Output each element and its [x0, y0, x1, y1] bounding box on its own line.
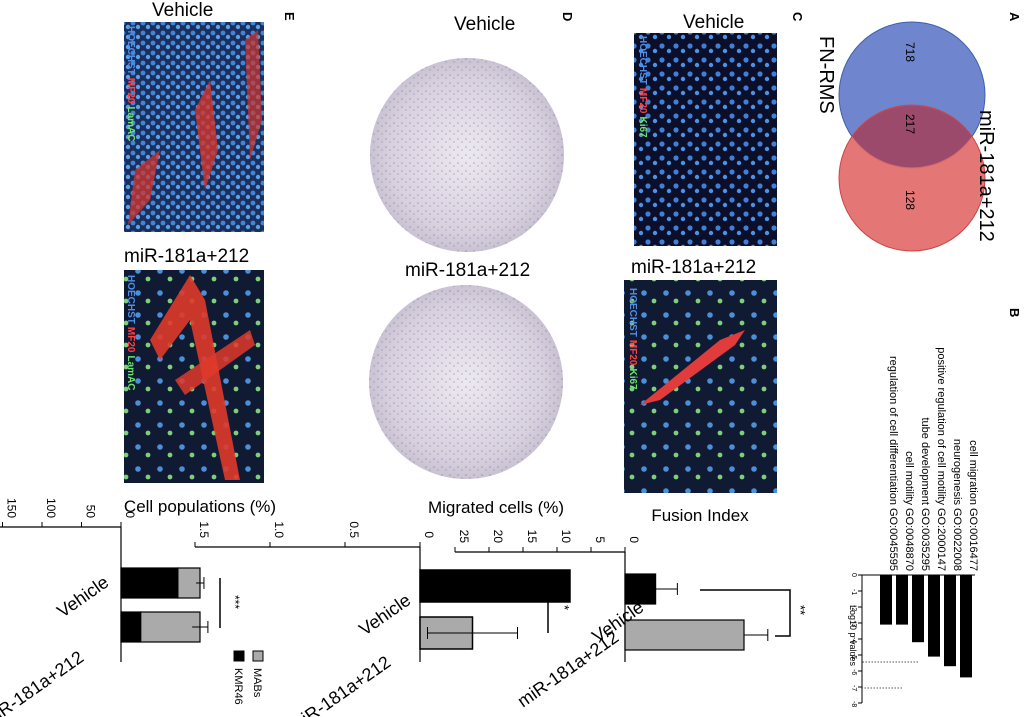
bar: [624, 619, 745, 651]
tick-label: 0: [422, 531, 436, 538]
go-term-label: cell migration GO:0016477: [967, 440, 979, 571]
c-vehicle-title: Vehicle: [683, 12, 744, 33]
go-tick-label: -5: [850, 653, 857, 659]
go-term-label: positive regulation of cell motility GO:…: [935, 347, 947, 571]
e-vehicle-myotube-3: [245, 30, 262, 160]
go-tick-label: -4: [850, 637, 857, 643]
venn-count-fn: 718: [903, 42, 917, 62]
category-label: miR-181a+212: [514, 627, 623, 711]
e-vehicle-title: Vehicle: [152, 0, 213, 21]
venn-count-mir: 128: [903, 190, 917, 210]
significance-bracket: [700, 589, 791, 637]
tick-label: 15: [525, 530, 539, 544]
stacked-bar-segment: [120, 611, 142, 643]
svg-text:HOECHSTMF20Ki67: HOECHSTMF20Ki67: [637, 36, 648, 138]
tick-label: 20: [491, 530, 505, 544]
c-mir-myotube: [640, 330, 745, 405]
tick-label: 5: [593, 536, 607, 543]
svg-text:HOECHSTMF20Ki67: HOECHSTMF20Ki67: [627, 288, 638, 390]
c-mir-stain-label: HOECHSTMF20Ki67: [627, 288, 638, 390]
chart-title: Cell populations (%): [124, 497, 276, 516]
go-tick-label: -7: [850, 685, 857, 691]
go-bar: [912, 575, 924, 643]
tick-label: 1.5: [197, 521, 211, 538]
venn-diagram: 718 217 128 FN-RMS miR-181a+212: [815, 21, 997, 252]
chart-title: Migrated cells (%): [428, 498, 564, 517]
d-mir-title: miR-181a+212: [405, 260, 530, 281]
e-mir-stain-label: HOECHSTMF20LamAC: [125, 275, 136, 390]
go-bar: [928, 575, 940, 657]
e-vehicle-myotube-2: [128, 150, 160, 225]
e-vehicle-myotube-1: [195, 80, 218, 190]
go-bar: [880, 575, 892, 625]
panel-letter-d: D: [560, 12, 575, 21]
go-bar: [896, 575, 908, 625]
go-tick-label: 0: [850, 573, 857, 577]
tick-label: 0: [627, 536, 641, 543]
e-vehicle-stain-label: HOECHSTMF20LamAC: [125, 26, 136, 141]
category-label: Vehicle: [53, 572, 112, 622]
legend-swatch: [252, 650, 264, 662]
svg-text:HOECHSTMF20LamAC: HOECHSTMF20LamAC: [125, 26, 136, 141]
go-tick-label: -8: [850, 701, 857, 707]
category-label: miR-181a+212: [286, 652, 395, 717]
go-term-label: regulation of cell differentiation GO:00…: [887, 356, 899, 571]
tick-label: 10: [559, 530, 573, 544]
tick-label: 0.5: [347, 521, 361, 538]
chart-title: Fusion Index: [651, 506, 749, 525]
go-term-label: cell motility GO:0048870: [903, 451, 915, 571]
panel-letter-b: B: [1007, 308, 1022, 317]
tick-label: 50: [84, 505, 98, 519]
e-mir-myotube-2: [175, 330, 255, 395]
c-vehicle-image: [634, 33, 777, 246]
stacked-bar-segment: [140, 611, 201, 643]
go-term-label: tube development GO:0035295: [919, 417, 931, 571]
stacked-bar-segment: [120, 567, 179, 599]
category-label: miR-181a+212: [0, 647, 87, 717]
go-axis-label: Log10 p values: [848, 605, 858, 667]
c-vehicle-stain-label: HOECHSTMF20Ki67: [637, 36, 648, 138]
go-term-label: neurogenesis GO:0022008: [951, 439, 963, 571]
go-tick-label: -1: [850, 589, 857, 595]
svg-text:HOECHSTMF20LamAC: HOECHSTMF20LamAC: [125, 275, 136, 390]
go-chart: cell migration GO:0016477 neurogenesis GO…: [848, 347, 979, 707]
panel-letter-a: A: [1007, 12, 1022, 22]
cell-populations-chart: 050100150200Cell populations (%)Vehiclem…: [0, 497, 276, 717]
tick-label: 150: [5, 498, 19, 518]
venn-overlap: [852, 105, 972, 168]
go-bar: [944, 575, 956, 667]
legend-label: MABs: [251, 668, 263, 698]
migrated-cells-chart: 0 0.5 1.0 1.5 Migrated cells (%) Vehicle miR-1…: [194, 498, 572, 717]
c-mir-title: miR-181a+212: [631, 257, 756, 278]
d-vehicle-title: Vehicle: [454, 14, 515, 35]
go-tick-label: -3: [850, 621, 857, 627]
tick-label: 1.0: [272, 521, 286, 538]
legend-label: KMR46: [232, 668, 244, 705]
significance-marker: *: [557, 605, 572, 610]
go-bar: [960, 575, 972, 678]
significance-marker: **: [793, 605, 808, 615]
tick-label: 100: [44, 498, 58, 518]
venn-count-both: 217: [903, 114, 917, 134]
legend-swatch: [233, 650, 245, 662]
category-label: Vehicle: [355, 590, 414, 640]
significance-marker: ***: [228, 595, 242, 609]
tick-label: 0: [123, 511, 137, 518]
go-tick-label: -2: [850, 605, 857, 611]
go-tick-label: -6: [850, 669, 857, 675]
e-mir-myotube-1: [150, 275, 240, 480]
bar: [624, 573, 657, 605]
tick-label: 25: [457, 530, 471, 544]
panel-letter-c: C: [790, 12, 805, 22]
bar: [419, 569, 571, 603]
c-mir-image: [624, 280, 777, 493]
panel-letter-e: E: [282, 12, 297, 21]
e-mir-title: miR-181a+212: [124, 246, 249, 267]
venn-label-mir: miR-181a+212: [975, 110, 997, 242]
venn-label-fn: FN-RMS: [815, 36, 837, 114]
